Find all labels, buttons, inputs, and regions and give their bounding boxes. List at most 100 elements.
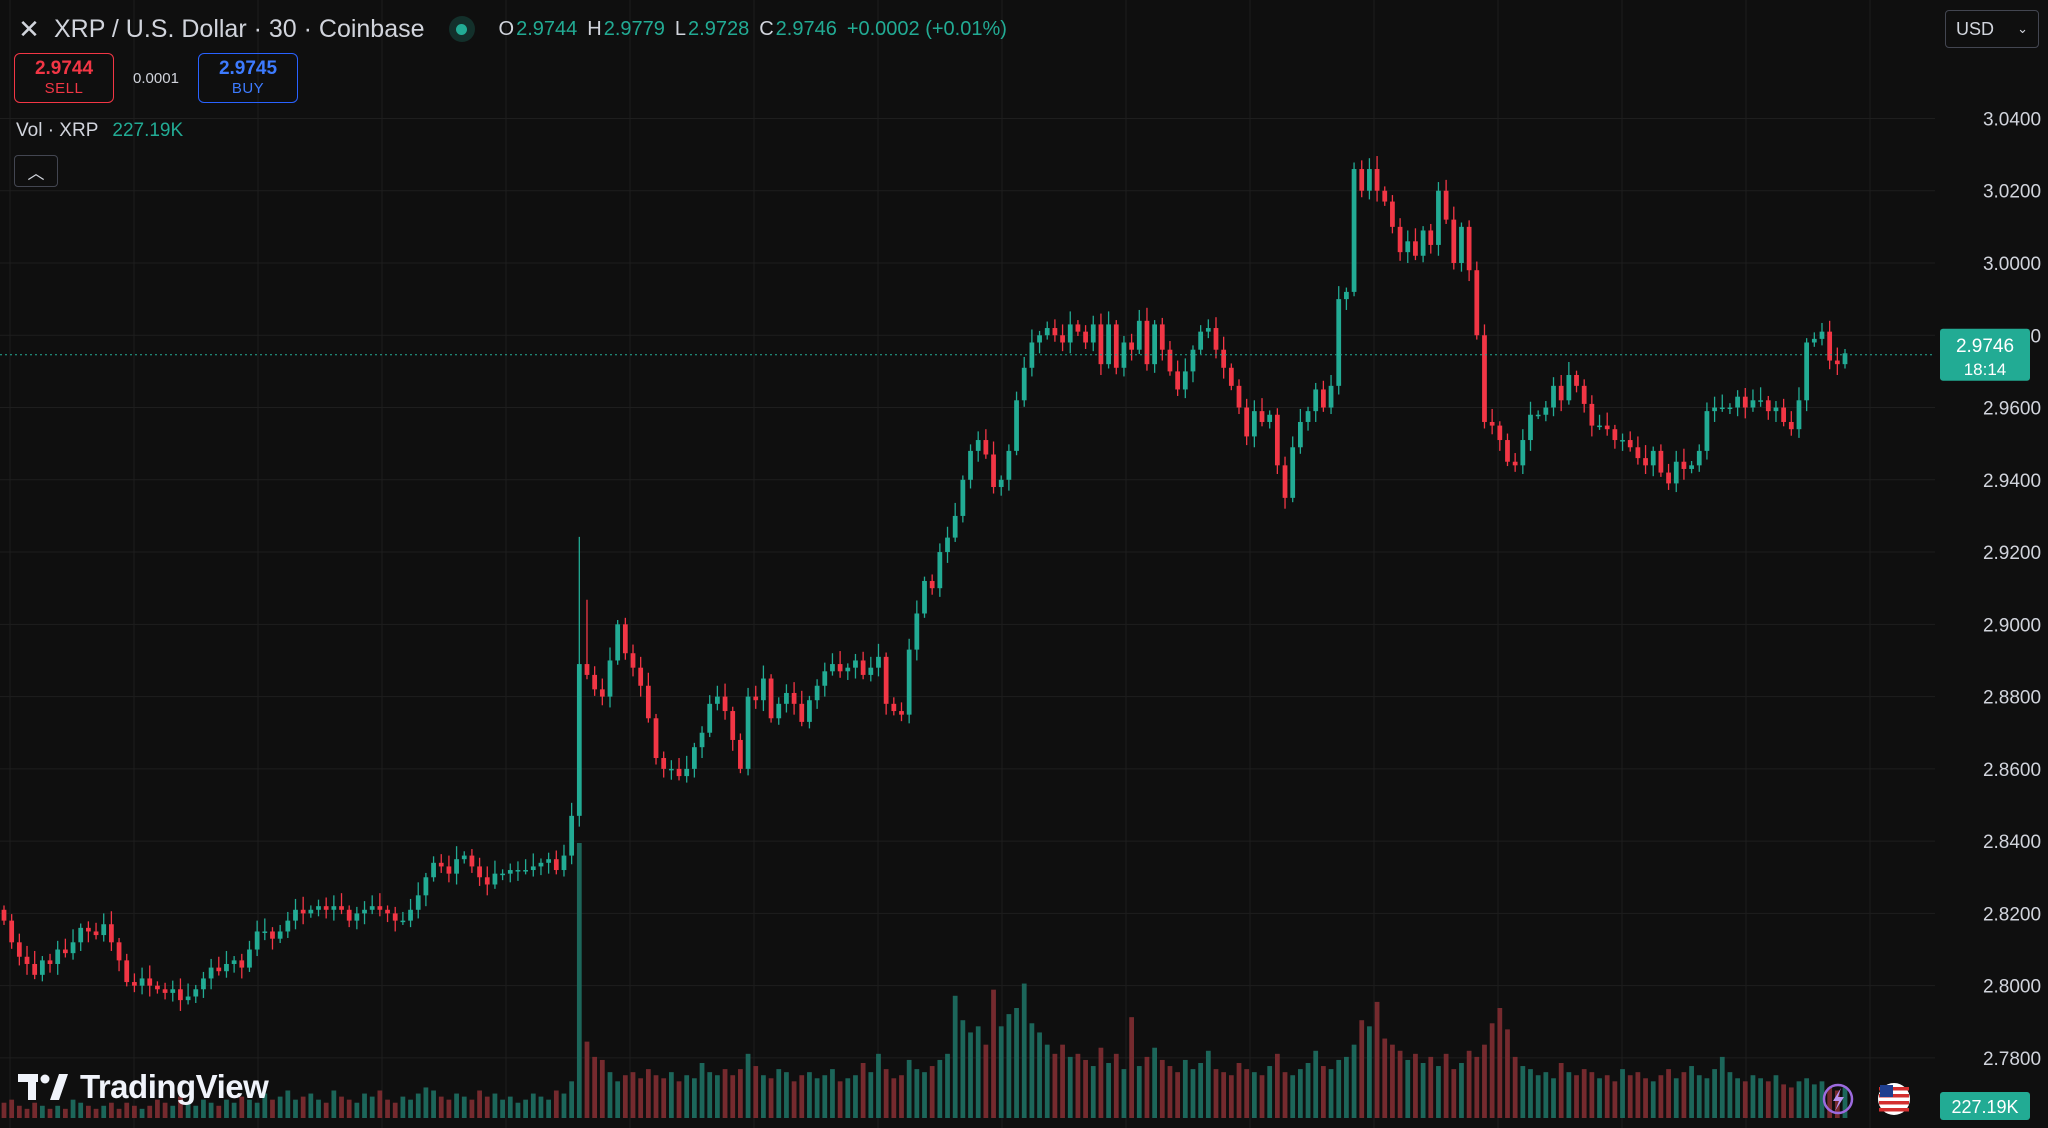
candle-body (968, 450, 973, 480)
sell-price: 2.9744 (34, 58, 94, 79)
volume-bar (1014, 1008, 1019, 1118)
candle-body (231, 960, 237, 964)
candle-body (1251, 411, 1257, 437)
candle-body (1758, 400, 1763, 402)
candle-body (1321, 389, 1326, 408)
volume-bar (761, 1075, 766, 1118)
candle-body (1574, 375, 1579, 386)
sell-button[interactable]: 2.9744 SELL (14, 53, 114, 103)
buy-price: 2.9745 (218, 58, 278, 79)
candle-body (1313, 389, 1319, 412)
candle-body (132, 982, 137, 986)
candle-body (216, 967, 222, 972)
candle-body (277, 931, 283, 939)
candle-body (47, 960, 53, 964)
volume-bar (730, 1075, 736, 1118)
flag-canton (1880, 1085, 1893, 1097)
candle-body (178, 989, 183, 1001)
candle-body (845, 667, 851, 672)
volume-bar (523, 1099, 528, 1118)
volume-bar (1413, 1053, 1418, 1118)
volume-bar (400, 1096, 406, 1118)
volume-bar (62, 1108, 68, 1118)
candle-body (998, 479, 1004, 488)
candle-body (1589, 403, 1595, 426)
volume-bar (1804, 1078, 1810, 1118)
currency-value: USD (1956, 18, 1995, 39)
volume-bar (16, 1105, 22, 1118)
candle-body (1443, 190, 1449, 220)
buy-button[interactable]: 2.9745 BUY (198, 53, 298, 103)
live-dot-icon (448, 16, 475, 42)
volume-bar (530, 1093, 536, 1118)
volume-bar (1321, 1066, 1326, 1118)
candle-body (1796, 400, 1802, 430)
candle-body (62, 949, 68, 954)
candle-body (446, 866, 452, 874)
current-price-tag (1940, 328, 2030, 381)
volume-bar (415, 1093, 421, 1118)
volume-bar (1159, 1059, 1165, 1118)
price-tick-label: 3.0200 (1983, 182, 2041, 203)
currency-select[interactable]: USD ⌄ (1945, 10, 2039, 48)
candle-body (1551, 385, 1556, 408)
price-tick-label: 2.9400 (1983, 471, 2041, 492)
symbol-title[interactable]: XRP / U.S. Dollar · 30 · Coinbase (54, 14, 425, 43)
candle-body (960, 479, 966, 516)
candle-body (975, 440, 981, 451)
volume-bar (1359, 1020, 1365, 1118)
candle-body (1811, 338, 1817, 343)
tradingview-logo[interactable]: TradingView (18, 1068, 269, 1106)
volume-label: Vol · XRP (16, 120, 99, 141)
candle-body (1390, 201, 1395, 227)
candle-body (162, 989, 168, 993)
candle-body (661, 758, 667, 769)
close-icon[interactable]: ✕ (18, 13, 40, 44)
volume-bar (707, 1072, 713, 1118)
candle-body (492, 873, 498, 885)
price-tick-label: 2.8400 (1983, 832, 2041, 853)
volume-bar (607, 1072, 613, 1118)
candle-body (1144, 320, 1150, 365)
candle-body (1244, 407, 1250, 437)
flag-stripe (1879, 1101, 1909, 1105)
volume-bar (1459, 1063, 1464, 1118)
candle-body (1198, 331, 1204, 350)
candle-body (1604, 425, 1610, 430)
price-tick-label: 2.7800 (1983, 1049, 2041, 1070)
volume-bar (1788, 1087, 1794, 1118)
volume-bar (1090, 1066, 1096, 1118)
volume-bar (845, 1078, 851, 1118)
volume-bar (622, 1075, 628, 1118)
volume-bar (1336, 1059, 1342, 1118)
volume-legend[interactable]: Vol · XRP 227.19K (16, 120, 183, 142)
volume-bar (1244, 1069, 1250, 1118)
candle-body (116, 942, 122, 961)
candle-body (653, 718, 659, 759)
volume-bar (124, 1102, 130, 1118)
candle-body (1405, 241, 1411, 253)
volume-bar (561, 1093, 567, 1118)
volume-bar (1029, 1023, 1035, 1118)
candle-body (16, 942, 22, 957)
chevron-up-icon[interactable]: ︿ (14, 155, 58, 187)
candle-body (1689, 465, 1694, 469)
candle-body (691, 747, 697, 769)
ohlc-close-value: 2.9746 (775, 17, 837, 40)
candle-body (1267, 414, 1273, 422)
candle-body (645, 685, 651, 719)
candle-body (377, 906, 383, 910)
volume-bar (247, 1099, 252, 1118)
candle-body (837, 664, 843, 672)
volume-bar (860, 1063, 866, 1118)
candle-body (1106, 324, 1111, 365)
countdown-label: 18:14 (1964, 360, 2007, 379)
volume-bar (1083, 1059, 1088, 1118)
volume-bar (668, 1072, 674, 1118)
volume-bar (569, 1081, 575, 1118)
lightning-icon[interactable] (1822, 1083, 1854, 1115)
price-tick-label: 3.0400 (1983, 109, 2041, 130)
candle-body (1, 909, 7, 921)
volume-bar (362, 1093, 367, 1118)
